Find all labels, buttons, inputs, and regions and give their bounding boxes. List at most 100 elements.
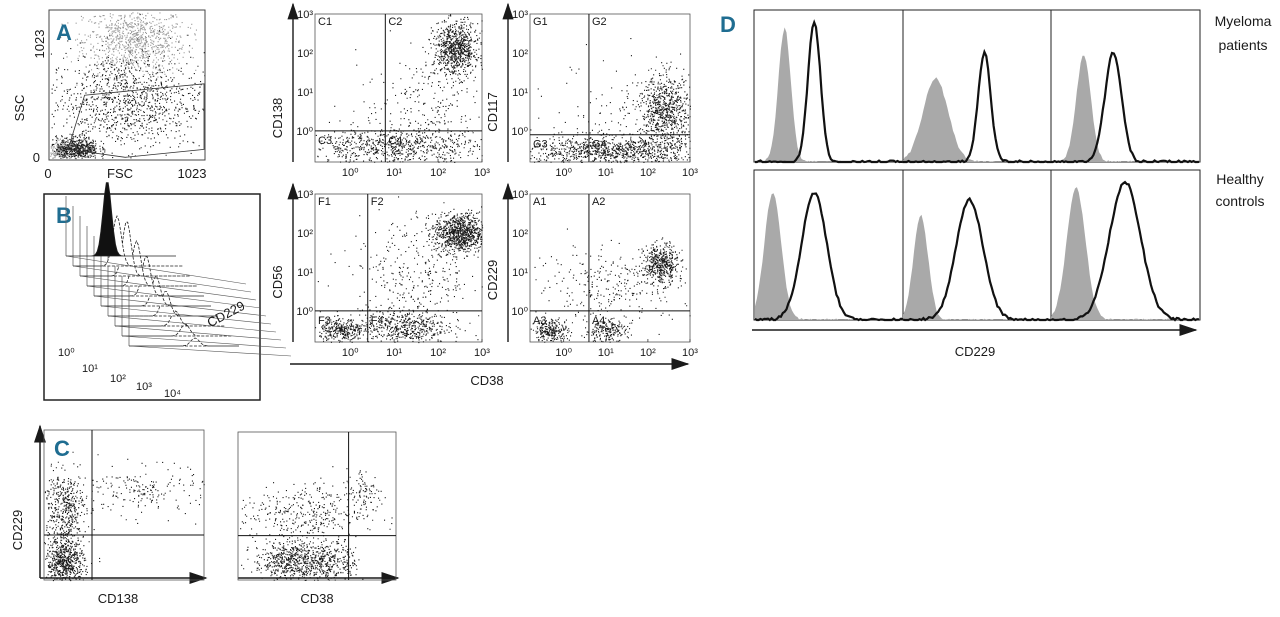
quadrant-label-f4: F4 xyxy=(371,315,384,327)
panel-c-scatter-1 xyxy=(44,451,205,582)
quadrant-label-f1: F1 xyxy=(318,196,331,208)
panel-b-floor-4 xyxy=(93,295,267,317)
panel-a-frame xyxy=(48,9,206,161)
quadrant-plots: C1 C2 C3 C4 10⁰ 10¹ 10² 10³ 10³ 10² 10¹ 10⁰ G1 G2 G3 G4… xyxy=(287,2,698,359)
panel-b-xtick-5: 10⁴ xyxy=(164,388,181,400)
panel-c-scatter-group-2 xyxy=(237,431,397,581)
quadrant-panel-2: G1 G2 G3 G4 10⁰ 10¹ 10² 10³ 10³ 10² 10¹ 10⁰ xyxy=(502,2,698,179)
quadrant-4-ytick-1: 10² xyxy=(512,228,528,240)
panel-b-floor-7 xyxy=(114,325,282,341)
panel-b-floor-1 xyxy=(72,265,252,293)
quadrant-label-a3: A3 xyxy=(533,315,546,327)
panel-b-frame xyxy=(43,193,261,401)
quadrant-4-xtick-1: 10¹ xyxy=(598,347,614,359)
quadrant-frame-3 xyxy=(314,193,483,343)
isotype-histogram-0-2 xyxy=(1051,55,1199,163)
quadrant-3-ytick-3: 10⁰ xyxy=(296,306,313,318)
healthy-title-line1: Healthy xyxy=(1216,171,1263,187)
isotype-histogram-1-2 xyxy=(1051,187,1199,320)
cd38-shared-xlabel: CD38 xyxy=(470,373,503,388)
quadrant-label-g3: G3 xyxy=(533,139,548,151)
panel-b-floor-8 xyxy=(121,335,287,349)
panel-c-frame-1 xyxy=(43,429,205,581)
quadrant-label-c4: C4 xyxy=(388,135,402,147)
myeloma-title-line1: Myeloma xyxy=(1215,13,1272,29)
quadrant-1-ylabel: CD138 xyxy=(270,98,285,138)
quadrant-4-xtick-0: 10⁰ xyxy=(555,347,572,359)
myeloma-title-line2: patients xyxy=(1218,37,1267,53)
healthy-title-line2: controls xyxy=(1215,193,1264,209)
panel-b-floor-9 xyxy=(128,345,292,357)
quadrant-1-xtick-0: 10⁰ xyxy=(342,167,359,179)
panel-c-plots xyxy=(43,429,397,582)
quadrant-4-ytick-2: 10¹ xyxy=(512,267,528,279)
quadrant-3-ytick-1: 10² xyxy=(297,228,313,240)
panel-c-frame-2 xyxy=(237,431,397,581)
quadrant-1-ytick-2: 10¹ xyxy=(297,87,313,99)
quadrant-2-xtick-1: 10¹ xyxy=(598,167,614,179)
panel-d-row-frame-1 xyxy=(753,169,1201,321)
panel-b-floor-2 xyxy=(79,275,257,301)
quadrant-1-ytick-1: 10² xyxy=(297,48,313,60)
quadrant-label-g4: G4 xyxy=(592,139,607,151)
quadrant-2-ytick-3: 10⁰ xyxy=(511,126,528,138)
panel-b-floor-5 xyxy=(100,305,272,325)
panel-b-xtick-2: 10¹ xyxy=(82,363,98,375)
quadrant-label-f2: F2 xyxy=(371,196,384,208)
quadrant-3-xtick-1: 10¹ xyxy=(386,347,402,359)
panel-b-floor-3 xyxy=(86,285,262,309)
quadrant-3-ylabel: CD56 xyxy=(270,265,285,298)
panel-c-scatter-group-1 xyxy=(43,429,205,582)
panel-d: Myeloma patients Healthy controls CD229 xyxy=(752,9,1272,359)
panel-a-scatter-dark xyxy=(50,14,205,160)
quadrant-frame-4 xyxy=(529,193,691,343)
panel-a-scatter-light xyxy=(50,12,206,159)
quadrant-2-ytick-1: 10² xyxy=(512,48,528,60)
quadrant-4-ytick-0: 10³ xyxy=(512,189,528,201)
quadrant-panel-1: C1 C2 C3 C4 10⁰ 10¹ 10² 10³ 10³ 10² 10¹ 10⁰ xyxy=(287,2,490,179)
panel-label-a: A xyxy=(56,20,72,45)
panel-a-ylabel: SSC xyxy=(12,95,27,122)
quadrant-3-ytick-0: 10³ xyxy=(297,189,313,201)
panel-b-histogram-0 xyxy=(66,182,176,257)
panel-a-gate xyxy=(67,83,205,158)
quadrant-label-a2: A2 xyxy=(592,196,605,208)
quadrant-4-xtick-2: 10² xyxy=(640,347,656,359)
quadrant-1-xtick-3: 10³ xyxy=(474,167,490,179)
quadrant-2-xtick-0: 10⁰ xyxy=(555,167,572,179)
panel-label-d: D xyxy=(720,12,736,37)
quadrant-3-xtick-3: 10³ xyxy=(474,347,490,359)
panel-b-xtick-1: 10⁰ xyxy=(58,347,75,359)
quadrant-3-xtick-2: 10² xyxy=(430,347,446,359)
panel-b-xlabel: CD229 xyxy=(205,298,248,330)
panel-b-histogram-5 xyxy=(101,275,211,307)
panel-c-right-xlabel: CD38 xyxy=(300,591,333,606)
quadrant-2-ytick-2: 10¹ xyxy=(512,87,528,99)
quadrant-panel-3: F1 F2 F3 F4 10⁰ 10¹ 10² 10³ 10³ 10² 10¹ 10⁰ xyxy=(287,182,490,359)
quadrant-scatter-4 xyxy=(530,228,691,343)
quadrant-4-xtick-3: 10³ xyxy=(682,347,698,359)
panel-b-histogram-1 xyxy=(73,214,183,267)
panel-a-ytick-1023: 1023 xyxy=(32,30,47,59)
cd229-histogram-1-0 xyxy=(754,192,904,322)
panel-a-ytick-0: 0 xyxy=(33,150,40,165)
quadrant-2-ylabel: CD117 xyxy=(485,92,500,132)
quadrant-4-ylabel: CD229 xyxy=(485,260,500,300)
quadrant-frame-1 xyxy=(314,13,483,163)
panel-b-histogram-2 xyxy=(80,221,190,277)
cd229-histogram-1-1 xyxy=(902,196,1051,322)
quadrant-1-ytick-3: 10⁰ xyxy=(296,126,313,138)
quadrant-2-xtick-3: 10³ xyxy=(682,167,698,179)
panel-label-b: B xyxy=(56,203,72,228)
quadrant-label-g2: G2 xyxy=(592,16,607,28)
quadrant-3-ytick-2: 10¹ xyxy=(297,267,313,279)
quadrant-label-f3: F3 xyxy=(318,315,331,327)
panel-a-xtick-1023: 1023 xyxy=(178,166,207,181)
isotype-histogram-1-0 xyxy=(755,193,903,320)
panel-b-plot xyxy=(65,182,292,357)
isotype-histogram-0-0 xyxy=(755,27,903,163)
quadrant-frame-2 xyxy=(529,13,691,163)
panel-a-light-events xyxy=(50,12,206,159)
isotype-histogram-1-1 xyxy=(903,214,1051,320)
